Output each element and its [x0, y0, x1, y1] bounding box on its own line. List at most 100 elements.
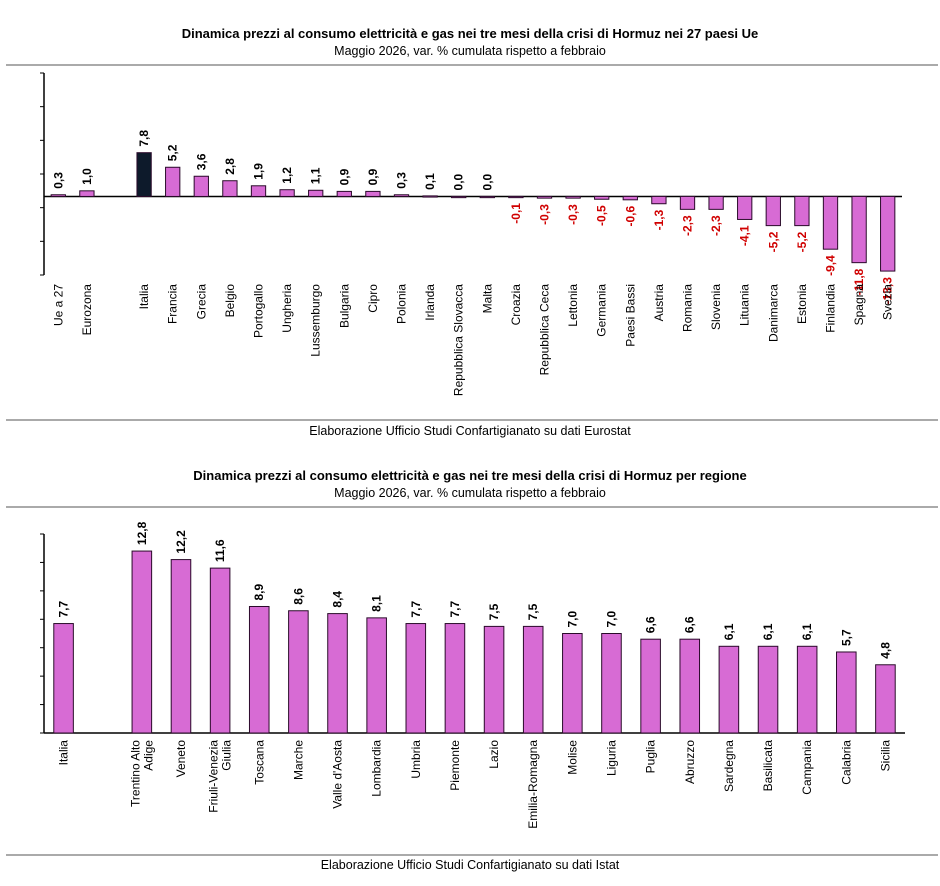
- data-label: -2,3: [709, 215, 723, 236]
- bar: [136, 152, 152, 197]
- bar: [536, 195, 553, 199]
- bar: [405, 623, 427, 734]
- bar: [594, 195, 610, 200]
- category-label-line: Romania: [681, 284, 695, 332]
- bar: [622, 195, 638, 201]
- category-label-line: Cipro: [366, 284, 380, 313]
- category-label: Marche: [291, 740, 305, 780]
- data-label: 6,1: [761, 623, 775, 640]
- data-label: 1,0: [80, 168, 94, 185]
- bar: [640, 638, 661, 734]
- category-label-line: Slovenia: [709, 284, 723, 330]
- data-label: 8,6: [291, 588, 305, 605]
- category-label: Valle d'Aosta: [331, 740, 345, 809]
- category-label-line: Valle d'Aosta: [331, 740, 345, 809]
- data-label: 8,9: [252, 583, 266, 600]
- category-label-line: Malta: [480, 284, 494, 314]
- bar: [875, 664, 896, 734]
- bar: [880, 195, 896, 272]
- data-label: 7,8: [137, 130, 151, 147]
- bar: [562, 633, 583, 734]
- category-label: Germania: [595, 284, 609, 337]
- bar: [718, 645, 740, 734]
- chart-subtitle: Maggio 2026, var. % cumulata rispetto a …: [334, 486, 606, 500]
- data-label: 0,3: [51, 172, 65, 189]
- bar: [651, 195, 667, 205]
- category-label-line: Piemonte: [448, 740, 462, 791]
- category-label-line: Croazia: [509, 284, 523, 326]
- category-label: Cipro: [366, 284, 380, 313]
- bar: [796, 645, 818, 734]
- bar: [365, 190, 381, 197]
- category-label-line: Molise: [565, 740, 579, 775]
- data-label: 2,8: [223, 158, 237, 175]
- category-label-line: Lituania: [738, 284, 752, 326]
- category-label: Lussemburgo: [309, 284, 323, 357]
- category-label-line: Paesi Bassi: [623, 284, 637, 347]
- bar: [422, 195, 438, 198]
- category-label-line: Francia: [166, 284, 180, 324]
- chart-title: Dinamica prezzi al consumo elettricità e…: [181, 26, 759, 41]
- data-label: 4,8: [878, 642, 892, 659]
- category-label-line: Trentino Alto: [128, 740, 142, 807]
- category-label-line: Repubblica Ceca: [538, 284, 552, 376]
- data-label: -2,3: [681, 215, 695, 236]
- data-label: 0,0: [480, 173, 494, 190]
- regions-chart-panel: Dinamica prezzi al consumo elettricità e…: [0, 448, 940, 886]
- category-label-line: Italia: [137, 284, 151, 310]
- category-label-line: Lussemburgo: [309, 284, 323, 357]
- category-label: Umbria: [409, 740, 423, 779]
- category-label-line: Adige: [141, 740, 155, 771]
- category-label: Calabria: [839, 740, 853, 785]
- chart-source: Elaborazione Ufficio Studi Confartigiana…: [309, 424, 631, 438]
- category-label-line: Sicilia: [878, 740, 892, 772]
- regions-bar-chart: 7,7 Italia 12,8 Trentino Alto Adige 12,2 Venet…: [6, 506, 938, 856]
- category-label: Bulgaria: [337, 284, 351, 328]
- category-label: Veneto: [174, 740, 188, 778]
- category-label-line: Campania: [800, 740, 814, 795]
- category-label: Spagna: [852, 284, 866, 326]
- category-label-line: Liguria: [604, 740, 618, 776]
- chart-source: Elaborazione Ufficio Studi Confartigiana…: [320, 858, 620, 872]
- data-label: 0,9: [337, 168, 351, 185]
- category-label-line: Germania: [595, 284, 609, 337]
- bar: [836, 651, 857, 734]
- category-label: Liguria: [604, 740, 618, 776]
- bar: [288, 610, 309, 734]
- data-label: -13,3: [881, 277, 895, 305]
- category-label-line: Spagna: [852, 284, 866, 326]
- category-label-line: Toscana: [252, 740, 266, 785]
- category-label: Irlanda: [423, 284, 437, 321]
- data-label: -0,1: [509, 203, 523, 224]
- bar: [165, 166, 181, 197]
- category-label: Polonia: [395, 284, 409, 324]
- data-label: 0,0: [452, 173, 466, 190]
- category-label-line: Sardegna: [722, 740, 736, 792]
- bar: [679, 195, 696, 210]
- category-label-line: Polonia: [395, 284, 409, 324]
- eu-bar-chart: 0,3 Ue a 27 1,0 Eurozona 7,8 Italia 5,2 Francia…: [6, 64, 938, 421]
- data-label: -0,3: [538, 204, 552, 225]
- category-label-line: Abruzzo: [683, 740, 697, 784]
- bar: [308, 189, 324, 197]
- data-label: 1,9: [252, 163, 266, 180]
- data-label: 8,4: [331, 591, 345, 608]
- chart-subtitle: Maggio 2026, var. % cumulata rispetto a …: [334, 44, 606, 58]
- category-label: Paesi Bassi: [623, 284, 637, 347]
- bar: [708, 195, 724, 210]
- bar: [822, 195, 839, 250]
- bar: [53, 623, 74, 734]
- category-label-line: Umbria: [409, 740, 423, 779]
- category-label-line: Portogallo: [252, 284, 266, 338]
- bar: [279, 189, 295, 197]
- category-label: Sicilia: [878, 740, 892, 772]
- data-label: 7,0: [565, 610, 579, 627]
- category-label: Estonia: [795, 284, 809, 324]
- category-label-line: Belgio: [223, 284, 237, 318]
- bar: [565, 195, 581, 199]
- data-label: -5,2: [795, 231, 809, 252]
- bar: [131, 550, 153, 734]
- bar: [765, 195, 781, 227]
- data-label: 8,1: [370, 595, 384, 612]
- data-label: -0,6: [623, 205, 637, 226]
